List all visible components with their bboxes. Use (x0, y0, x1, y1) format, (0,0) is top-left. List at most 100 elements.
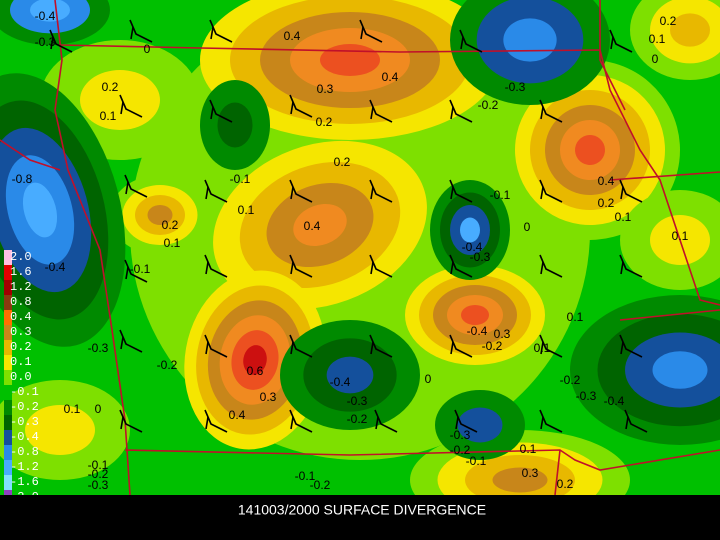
wind-barb (369, 99, 393, 123)
contour-label: 0.3 (522, 466, 539, 480)
legend-swatch (4, 385, 12, 400)
contour-band (147, 205, 173, 225)
legend-swatch (4, 265, 12, 280)
legend-swatch (4, 460, 12, 475)
contour-label: 0.1 (567, 310, 584, 324)
wind-barb (290, 261, 294, 275)
contour-label: 0.1 (238, 203, 255, 217)
wind-barb (540, 416, 544, 430)
contour-band (30, 0, 70, 22)
wind-barb (289, 334, 313, 358)
contour-label: 0 (524, 220, 531, 234)
wind-barb (205, 186, 209, 200)
legend-swatch (4, 415, 12, 430)
wind-barb (539, 179, 563, 203)
wind-barb (119, 409, 143, 433)
contour-band (80, 70, 160, 130)
wind-barb (290, 416, 294, 430)
contour-label: 0.1 (520, 442, 537, 456)
border (609, 171, 720, 181)
contour-label: 0.2 (102, 80, 119, 94)
legend-label: -0.1 (10, 385, 39, 399)
state-borders (0, 0, 720, 496)
border (599, 0, 626, 111)
legend-swatch (4, 325, 12, 340)
wind-barb (204, 179, 228, 203)
wind-barb (539, 99, 563, 123)
contour-label: -0.1 (230, 172, 251, 186)
contour-label: -0.3 (576, 389, 597, 403)
contour-label: -0.3 (88, 478, 109, 492)
contour-label: 0.1 (672, 229, 689, 243)
contour-band (25, 405, 95, 455)
wind-barb (120, 101, 124, 115)
contour-label: 0.1 (615, 210, 632, 224)
wind-barb (459, 29, 483, 53)
border (0, 139, 61, 171)
contour-label: -0.2 (310, 478, 331, 492)
wind-barb (624, 409, 648, 433)
legend-label: -1.2 (10, 460, 39, 474)
wind-barb (289, 254, 313, 278)
wind-barb (369, 334, 393, 358)
contour-label: -0.2 (478, 98, 499, 112)
legend-label: -0.8 (10, 445, 39, 459)
wind-barb (210, 26, 214, 40)
legend-swatch (4, 445, 12, 460)
wind-barb (620, 261, 624, 275)
wind-barb (449, 99, 473, 123)
contour-label: 0.1 (649, 32, 666, 46)
wind-barb (540, 106, 544, 120)
wind-barb (205, 261, 209, 275)
border (59, 44, 720, 306)
wind-barb (370, 261, 374, 275)
contour-label: -0.4 (604, 394, 625, 408)
contour-label: -0.3 (88, 341, 109, 355)
contour-label: 0 (95, 402, 102, 416)
wind-barb (204, 334, 228, 358)
wind-barbs (49, 19, 648, 433)
border (554, 449, 561, 496)
contour-label: 0 (652, 52, 659, 66)
wind-barb (450, 106, 454, 120)
wind-barb (369, 179, 393, 203)
wind-barb (204, 409, 228, 433)
wind-barb (610, 36, 614, 50)
contour-label: 0.2 (334, 155, 351, 169)
wind-barb (370, 186, 374, 200)
contour-label: -0.2 (347, 412, 368, 426)
contour-label: -0.3 (347, 394, 368, 408)
legend-label: 0.1 (10, 355, 32, 369)
legend-label: 0.8 (10, 295, 32, 309)
wind-barb (205, 416, 209, 430)
wind-barb (450, 186, 454, 200)
wind-barb (460, 36, 464, 50)
wind-barb (119, 329, 143, 353)
wind-barb (369, 254, 393, 278)
contour-label: -0.2 (88, 467, 109, 481)
wind-barb (210, 106, 214, 120)
wind-barb (450, 261, 454, 275)
contour-label: 0.6 (247, 364, 264, 378)
legend-label: -0.4 (10, 430, 39, 444)
wind-barb (50, 36, 54, 50)
wind-barb (124, 259, 148, 283)
wind-barb (619, 179, 643, 203)
border (54, 0, 131, 496)
wind-barb (289, 179, 313, 203)
contour-label: -0.2 (482, 339, 503, 353)
contour-band (320, 44, 380, 76)
wind-barb (620, 341, 624, 355)
contour-label: 0.3 (494, 327, 511, 341)
contour-label: 0.4 (598, 174, 615, 188)
contour-label: -0.4 (45, 260, 66, 274)
contour-band (326, 356, 374, 394)
legend-label: 0.4 (10, 310, 32, 324)
contour-label: 0 (144, 42, 151, 56)
legend-label: 1.6 (10, 265, 32, 279)
wind-barb (374, 409, 398, 433)
legend-label: -0.3 (10, 415, 39, 429)
wind-barb (359, 19, 383, 43)
